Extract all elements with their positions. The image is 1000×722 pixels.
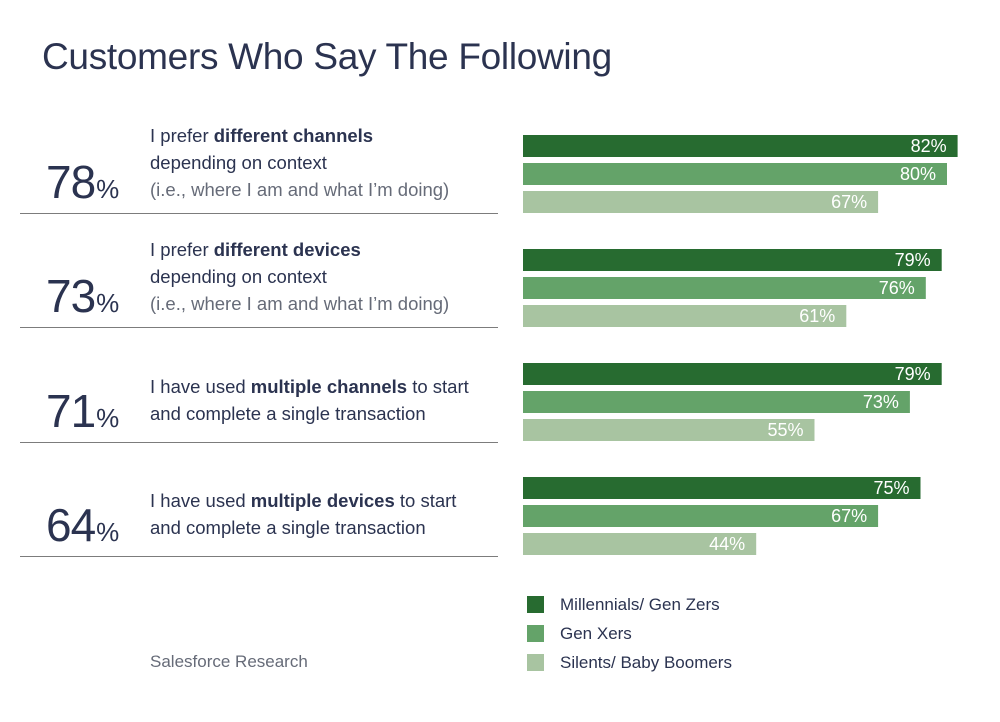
statement-prefix: I prefer [150, 125, 214, 146]
statement-line: and complete a single transaction [150, 517, 426, 538]
bar-silents-baby-boomers [523, 419, 815, 441]
bar-value-label: 80% [900, 164, 936, 184]
statement-line: I have used multiple devices to start [150, 487, 500, 514]
legend-swatch [527, 654, 544, 671]
bar-silents-baby-boomers [523, 305, 847, 327]
overall-percent-value: 71 [46, 385, 96, 437]
statement-note: (i.e., where I am and what I’m doing) [150, 293, 450, 314]
overall-percent-value: 78 [46, 156, 96, 208]
overall-percent: 71% [46, 384, 119, 438]
legend-item: Gen Xers [527, 619, 732, 648]
legend-item: Millennials/ Gen Zers [527, 590, 732, 619]
bar-value-label: 79% [895, 364, 931, 384]
bar-silents-baby-boomers [523, 533, 757, 555]
statement-text: I prefer different channels depending on … [150, 122, 500, 203]
bar-value-label: 79% [895, 250, 931, 270]
bar-millennials-gen-zers [523, 249, 942, 271]
statement-line: I have used multiple channels to start [150, 373, 500, 400]
row-divider [20, 213, 498, 214]
bar-silents-baby-boomers [523, 191, 879, 213]
row-divider [20, 327, 498, 328]
bar-value-label: 55% [767, 420, 803, 440]
bar-value-label: 73% [863, 392, 899, 412]
bar-value-label: 67% [831, 506, 867, 526]
row-divider [20, 442, 498, 443]
legend-label: Millennials/ Gen Zers [560, 594, 720, 614]
bar-millennials-gen-zers [523, 135, 958, 157]
overall-percent: 78% [46, 155, 119, 209]
bar-value-label: 82% [911, 136, 947, 156]
bar-gen-xers [523, 391, 910, 413]
statement-row: 78% I prefer different channels depending … [20, 125, 498, 214]
statement-prefix: I have used [150, 490, 251, 511]
statement-emphasis: multiple channels [250, 376, 408, 397]
statement-note: (i.e., where I am and what I’m doing) [150, 179, 450, 200]
overall-percent: 73% [46, 269, 119, 323]
bar-gen-xers [523, 277, 926, 299]
bar-millennials-gen-zers [523, 363, 942, 385]
percent-sign: % [96, 517, 120, 547]
percent-sign: % [96, 174, 120, 204]
statement-prefix: I have used [150, 376, 251, 397]
statement-line: I prefer different channels [150, 122, 500, 149]
legend: Millennials/ Gen Zers Gen Xers Silents/ Ba… [527, 590, 732, 677]
statement-suffix: to start [407, 376, 469, 397]
statement-text: I have used multiple devices to start and… [150, 487, 500, 541]
bar-value-label: 67% [831, 192, 867, 212]
statement-row: 64% I have used multiple devices to start… [20, 469, 498, 557]
statement-emphasis: different channels [213, 125, 374, 146]
legend-item: Silents/ Baby Boomers [527, 648, 732, 677]
legend-label: Silents/ Baby Boomers [560, 652, 732, 672]
bar-value-label: 44% [709, 534, 745, 554]
statement-text: I prefer different devices depending on c… [150, 236, 500, 317]
statement-line: and complete a single transaction [150, 403, 426, 424]
statement-text: I have used multiple channels to start an… [150, 373, 500, 427]
overall-percent-value: 64 [46, 499, 96, 551]
source-note: Salesforce Research [150, 652, 308, 671]
row-divider [20, 556, 498, 557]
bar-gen-xers [523, 163, 947, 185]
percent-sign: % [96, 403, 120, 433]
statement-line: depending on context [150, 266, 327, 287]
bar-value-label: 75% [873, 478, 909, 498]
legend-swatch [527, 625, 544, 642]
statement-row: 71% I have used multiple channels to star… [20, 355, 498, 443]
bar-millennials-gen-zers [523, 477, 921, 499]
legend-label: Gen Xers [560, 623, 632, 643]
overall-percent: 64% [46, 498, 119, 552]
statement-suffix: to start [394, 490, 457, 511]
chart-title: Customers Who Say The Following [42, 36, 612, 77]
statement-prefix: I prefer [150, 239, 214, 260]
statement-line: depending on context [150, 152, 327, 173]
statement-line: I prefer different devices [150, 236, 500, 263]
legend-swatch [527, 596, 544, 613]
bar-gen-xers [523, 505, 879, 527]
statement-emphasis: different devices [213, 239, 361, 260]
bar-value-label: 76% [879, 278, 915, 298]
statement-row: 73% I prefer different devices depending o… [20, 239, 498, 328]
percent-sign: % [96, 288, 120, 318]
overall-percent-value: 73 [46, 270, 96, 322]
bar-value-label: 61% [799, 306, 835, 326]
statement-emphasis: multiple devices [250, 490, 395, 511]
